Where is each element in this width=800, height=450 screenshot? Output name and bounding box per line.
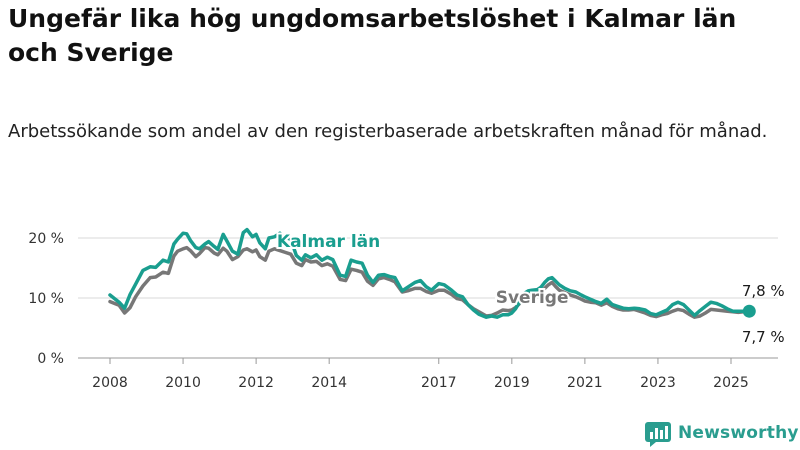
y-tick-label: 20 % (28, 231, 64, 247)
x-tick-label: 2021 (567, 375, 603, 391)
x-tick-label: 2017 (421, 375, 457, 391)
series-line-sverige (108, 245, 752, 319)
x-tick-label: 2012 (238, 375, 274, 391)
newsworthy-icon (645, 422, 671, 447)
chart-subtitle: Arbetssökande som andel av den registerb… (8, 121, 768, 142)
x-tick-label: 2008 (92, 375, 128, 391)
series-label-sverige: Sverige (496, 288, 569, 308)
end-value-label-kalmar: 7,8 % (742, 282, 785, 300)
end-marker-kalmar (742, 304, 756, 318)
y-tick-label: 0 % (37, 351, 64, 367)
y-tick-label: 10 % (28, 291, 64, 307)
x-tick-label: 2023 (640, 375, 676, 391)
x-tick-label: 2014 (311, 375, 347, 391)
x-tick-label: 2010 (165, 375, 201, 391)
x-tick-label: 2019 (494, 375, 530, 391)
brand-name: Newsworthy (678, 423, 799, 443)
series-label-kalmar: Kalmar län (277, 232, 380, 252)
brand-logo: Newsworthy (644, 419, 799, 447)
chart-title: Ungefär lika hög ungdomsarbetslöshet i K… (8, 4, 737, 67)
series-line-kalmar (108, 227, 752, 319)
end-value-label-sverige: 7,7 % (742, 328, 785, 346)
x-tick-label: 2025 (713, 375, 749, 391)
